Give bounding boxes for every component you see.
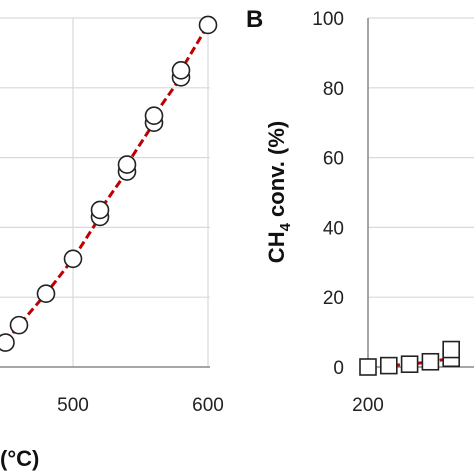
panel-b-label: B	[246, 6, 263, 33]
panel-b-y-tick-label: 20	[323, 288, 344, 309]
panel-b-y-label-rest: conv. (%)	[264, 121, 289, 223]
panel-a-data-point	[36, 284, 56, 304]
panel-a-x-axis-label: (°C)	[0, 446, 39, 471]
panel-b-data-point	[442, 340, 461, 359]
panel-b-x-tick-labels: 200	[352, 395, 384, 416]
panel-b-y-tick-label: 40	[323, 218, 344, 239]
panel-b-data-point	[379, 356, 398, 375]
panel-b-y-tick-label: 0	[333, 358, 344, 379]
panel-a-data-point	[63, 249, 83, 269]
panel-a-data-point	[198, 15, 218, 35]
panel-b-y-label-main: CH	[264, 231, 289, 263]
panel-b-y-axis-label: CH4 conv. (%)	[264, 121, 294, 263]
panel-b-data-points	[359, 340, 461, 376]
panel-a-data-point	[117, 155, 137, 174]
panel-b-data-point	[421, 352, 440, 371]
panel-b-y-tick-label: 60	[323, 149, 344, 170]
panel-a-x-tick-labels: 500 600	[57, 395, 224, 416]
panel-a-data-point	[90, 200, 110, 220]
panel-a-data-point	[171, 61, 191, 80]
panel-b-x-tick-label: 200	[352, 395, 384, 416]
panel-b: B 0 20 40 60 80 100 200 CH4 conv. (%)	[246, 6, 474, 416]
panel-a-data-point	[0, 333, 15, 352]
panel-a: 500 600 (°C)	[0, 15, 224, 471]
panel-b-y-label-sub: 4	[277, 222, 294, 231]
panel-a-gridlines	[0, 17, 210, 367]
panel-b-y-tick-label: 100	[312, 9, 344, 30]
panel-a-data-point	[9, 315, 29, 335]
panel-a-x-tick-label: 500	[57, 395, 89, 416]
panel-a-x-tick-label: 600	[192, 395, 224, 416]
panel-b-y-tick-label: 80	[323, 79, 344, 100]
panel-b-data-point	[359, 358, 377, 376]
panel-b-y-tick-labels: 0 20 40 60 80 100	[312, 9, 344, 379]
panel-a-data-point	[144, 106, 164, 126]
panel-b-gridlines	[368, 17, 474, 298]
panel-b-data-point	[400, 355, 419, 374]
panel-a-data-points	[0, 15, 218, 352]
